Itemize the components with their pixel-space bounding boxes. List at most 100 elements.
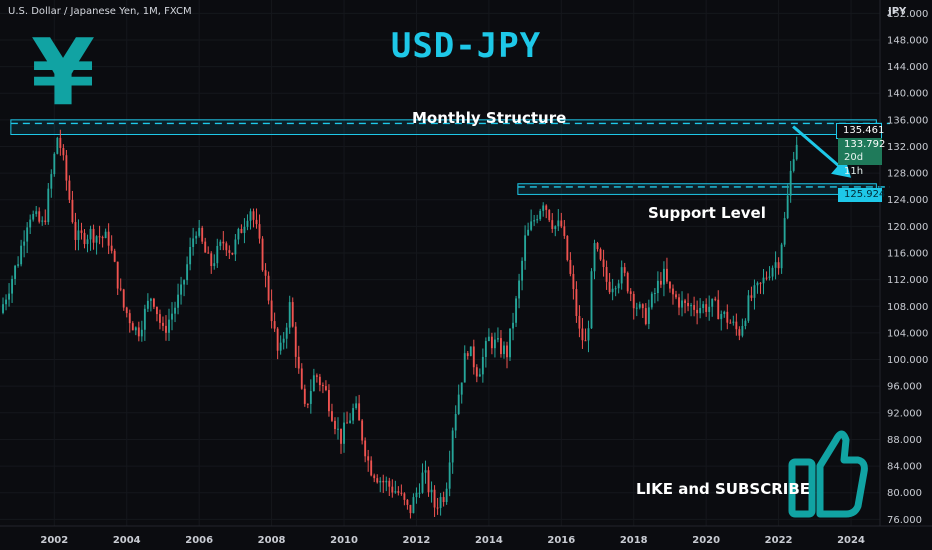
candle-body xyxy=(454,413,457,431)
candle-body xyxy=(632,293,635,309)
candle-body xyxy=(457,394,460,414)
candle-body xyxy=(590,271,593,329)
candle-body xyxy=(379,480,382,483)
candle-body xyxy=(539,210,542,220)
candle-body xyxy=(717,299,720,320)
support-level-label: Support Level xyxy=(648,204,766,222)
candle-body xyxy=(328,390,330,412)
candle-body xyxy=(243,226,246,233)
candle-body xyxy=(8,293,10,300)
y-tick-label: 112.000 xyxy=(887,275,928,286)
candle-body xyxy=(644,308,647,324)
candle-body xyxy=(382,480,385,483)
candle-body xyxy=(95,236,98,243)
monthly-structure-label: Monthly Structure xyxy=(412,109,567,127)
y-tick-label: 84.000 xyxy=(887,462,922,473)
x-tick-label: 2020 xyxy=(692,535,720,546)
candle-body xyxy=(391,486,394,493)
candle-body xyxy=(487,336,490,342)
candle-body xyxy=(569,259,572,274)
candle-body xyxy=(324,386,327,391)
candle-body xyxy=(675,294,677,298)
candle-body xyxy=(38,211,41,222)
candle-body xyxy=(349,420,352,423)
candle-body xyxy=(267,275,270,301)
candle-body xyxy=(279,342,282,351)
candle-body xyxy=(300,368,303,389)
candle-body xyxy=(780,244,783,269)
candle-body xyxy=(2,304,4,313)
x-tick-label: 2004 xyxy=(113,535,141,546)
symbol-title: U.S. Dollar / Japanese Yen, 1M, FXCM xyxy=(8,6,192,17)
candle-body xyxy=(738,329,741,336)
candle-body xyxy=(116,261,119,289)
candle-body xyxy=(20,245,23,265)
candle-body xyxy=(237,228,240,240)
candle-body xyxy=(340,428,342,444)
candle-body xyxy=(189,247,192,265)
candle-body xyxy=(500,338,502,355)
candle-body xyxy=(59,137,62,148)
candle-body xyxy=(376,478,379,483)
candle-body xyxy=(463,353,466,383)
candle-body xyxy=(77,230,80,240)
candle-body xyxy=(732,321,735,323)
candle-body xyxy=(596,243,599,250)
like-subscribe-label: LIKE and SUBSCRIBE xyxy=(636,480,811,498)
candle-body xyxy=(101,237,104,239)
candle-body xyxy=(207,252,210,254)
candle-body xyxy=(195,235,198,239)
candle-body xyxy=(729,322,732,324)
x-tick-label: 2014 xyxy=(475,535,503,546)
candle-body xyxy=(134,327,137,331)
candle-body xyxy=(252,211,255,220)
candle-body xyxy=(669,281,671,289)
candle-body xyxy=(623,267,626,273)
candle-body xyxy=(433,489,436,508)
candle-body xyxy=(512,322,514,329)
candle-body xyxy=(367,456,370,461)
candle-body xyxy=(370,460,373,476)
candle-body xyxy=(747,295,750,321)
thumb-cuff xyxy=(788,458,816,518)
candle-body xyxy=(183,280,186,285)
candle-body xyxy=(430,489,433,493)
candle-body xyxy=(653,293,656,295)
candle-body xyxy=(599,249,602,260)
candle-body xyxy=(436,507,439,509)
candle-body xyxy=(225,243,228,251)
y-tick-label: 80.000 xyxy=(887,488,922,499)
candle-body xyxy=(406,499,409,505)
y-tick-label: 132.000 xyxy=(887,142,928,153)
candle-body xyxy=(774,262,777,268)
candle-body xyxy=(318,376,321,386)
candle-body xyxy=(681,300,683,308)
candle-body xyxy=(400,492,403,494)
candle-body xyxy=(684,300,686,303)
candle-body xyxy=(201,227,204,242)
candle-body xyxy=(566,235,569,260)
candle-body xyxy=(50,174,53,189)
candle-body xyxy=(306,403,309,405)
candle-body xyxy=(509,328,511,358)
candle-body xyxy=(291,302,294,327)
candle-body xyxy=(231,252,234,255)
candle-body xyxy=(478,374,481,377)
candle-body xyxy=(554,226,557,229)
candle-body xyxy=(219,241,222,246)
candle-body xyxy=(177,294,179,308)
candle-body xyxy=(617,283,620,289)
x-tick-label: 2008 xyxy=(258,535,286,546)
x-tick-label: 2016 xyxy=(547,535,575,546)
candle-body xyxy=(337,428,339,430)
candle-body xyxy=(521,260,524,281)
candle-body xyxy=(548,209,551,221)
candle-body xyxy=(334,420,336,430)
candle-body xyxy=(702,304,705,308)
candle-body xyxy=(343,422,345,444)
candle-body xyxy=(678,297,680,308)
y-tick-label: 108.000 xyxy=(887,302,928,313)
candle-body xyxy=(86,239,89,245)
